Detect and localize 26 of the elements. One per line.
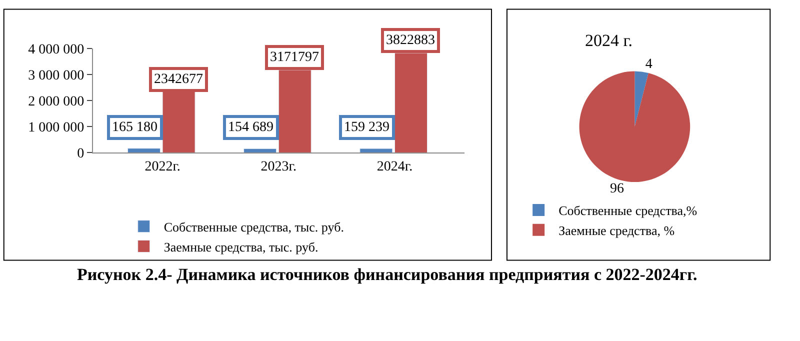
legend-label: Собственные средства, тыс. руб.: [164, 219, 344, 234]
data-label: 3171797: [270, 50, 319, 65]
y-tick-label: 0: [77, 146, 84, 162]
bar: [360, 148, 393, 153]
data-label: 159 239: [344, 120, 390, 135]
x-tick-label: 2022г.: [144, 160, 180, 174]
pie-slice: [634, 71, 648, 127]
data-label: 3822883: [386, 33, 435, 48]
y-tick-label: 3 000 000: [28, 68, 84, 84]
bar: [244, 148, 277, 153]
legend-label: Собственные средства,%: [558, 203, 698, 218]
legend-label: Заемные средства, тыс. руб.: [164, 239, 318, 254]
text: Рисунок 2.4- Динамика источников финансирования предприятия с 2022-2024гг.: [77, 265, 698, 284]
x-tick-label: 2023г.: [260, 160, 296, 174]
y-tick-label: 2 000 000: [28, 94, 84, 110]
data-label: 4: [645, 56, 652, 72]
legend-label: Заемные средства, %: [558, 223, 675, 238]
y-tick-label: 1 000 000: [28, 120, 84, 136]
data-label: 154 689: [228, 120, 274, 135]
y-tick-label: 4 000 000: [28, 42, 84, 58]
data-label: 165 180: [112, 120, 158, 135]
chart-title: 2024 г.: [585, 31, 633, 50]
data-label: 96: [610, 181, 624, 196]
pie-slice: [579, 71, 690, 182]
data-label: 2342677: [154, 72, 203, 87]
x-tick-label: 2024г.: [376, 160, 413, 174]
